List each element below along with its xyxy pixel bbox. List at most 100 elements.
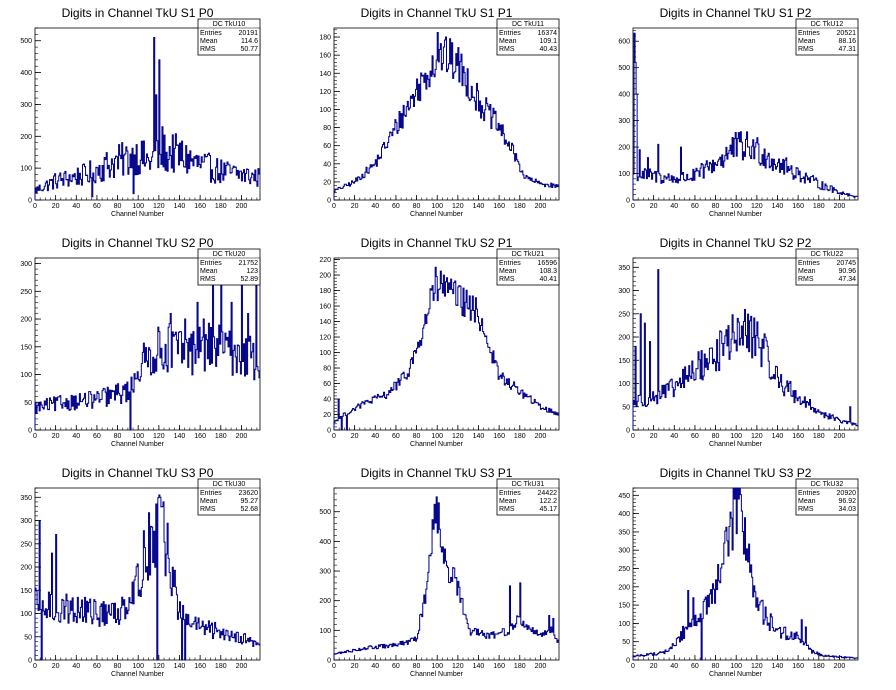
stats-rms-label: RMS <box>798 506 814 513</box>
y-tick-label: 300 <box>618 288 630 295</box>
x-tick-label: 100 <box>431 663 443 670</box>
stats-mean-value: 90.96 <box>838 268 856 275</box>
x-axis-label: Channel Number <box>111 441 165 448</box>
stats-mean-label: Mean <box>200 268 218 275</box>
x-axis-label: Channel Number <box>111 671 165 678</box>
histogram-line <box>34 37 260 200</box>
x-tick-label: 60 <box>93 663 101 670</box>
histogram-line <box>333 496 559 660</box>
y-tick-label: 600 <box>618 39 630 46</box>
y-tick-label: 100 <box>618 621 630 628</box>
x-tick-label: 0 <box>33 433 37 440</box>
x-tick-label: 200 <box>236 663 248 670</box>
stats-name: DC TkU20 <box>213 251 246 258</box>
y-tick-label: 200 <box>618 335 630 342</box>
stats-rms-value: 45.17 <box>539 506 557 513</box>
stats-box: DC TkU31 Entries 24422 Mean 122.2 RMS 45.17 <box>496 478 560 516</box>
x-tick-label: 40 <box>670 433 678 440</box>
y-tick-label: 120 <box>319 335 331 342</box>
y-tick-label: 250 <box>618 311 630 318</box>
y-tick-label: 450 <box>618 493 630 500</box>
stats-name: DC TkU12 <box>811 21 844 28</box>
stats-rms-value: 40.43 <box>539 46 557 53</box>
stats-box-frame <box>496 478 560 516</box>
x-tick-label: 180 <box>813 203 825 210</box>
stats-rms-value: 47.34 <box>838 276 856 283</box>
y-tick-label: 300 <box>618 118 630 125</box>
y-tick-label: 150 <box>20 588 32 595</box>
stats-mean-value: 114.6 <box>241 38 258 45</box>
x-tick-label: 160 <box>194 433 206 440</box>
y-tick-label: 400 <box>618 92 630 99</box>
stats-box-frame <box>496 18 560 56</box>
y-tick-label: 0 <box>327 428 331 435</box>
y-tick-label: 40 <box>323 397 331 404</box>
y-tick-label: 220 <box>319 257 331 264</box>
stats-mean-label: Mean <box>499 498 517 505</box>
y-tick-label: 50 <box>24 400 32 407</box>
x-tick-label: 60 <box>392 203 400 210</box>
y-tick-label: 120 <box>319 89 331 96</box>
stats-rms-label: RMS <box>200 276 216 283</box>
y-tick-label: 100 <box>618 381 630 388</box>
stats-mean-label: Mean <box>200 38 218 45</box>
x-tick-label: 80 <box>413 203 421 210</box>
stats-mean-label: Mean <box>499 38 517 45</box>
y-tick-label: 100 <box>319 107 331 114</box>
x-tick-label: 120 <box>153 203 165 210</box>
stats-entries-label: Entries <box>200 260 222 267</box>
stats-box: DC TkU32 Entries 20920 Mean 96.92 RMS 34.03 <box>795 478 859 516</box>
histogram-panel-3: Digits in Channel TkU S1 P2 0 20 40 60 80 100 1… <box>618 6 859 218</box>
stats-rms-label: RMS <box>499 46 515 53</box>
stats-box-frame <box>795 18 859 56</box>
histogram-line <box>34 494 260 661</box>
y-tick-label: 100 <box>20 166 32 173</box>
y-tick-label: 200 <box>20 565 32 572</box>
stats-entries-label: Entries <box>499 260 521 267</box>
x-tick-label: 120 <box>751 203 763 210</box>
stats-entries-value: 16596 <box>538 260 558 267</box>
x-tick-label: 80 <box>114 203 122 210</box>
plot-frame <box>333 487 560 661</box>
stats-entries-value: 24422 <box>538 490 558 497</box>
plot-frame <box>333 27 560 201</box>
histogram-panel-4: Digits in Channel TkU S2 P0 0 20 40 60 80 100 1… <box>20 236 261 448</box>
x-tick-label: 120 <box>153 663 165 670</box>
y-tick-label: 200 <box>618 145 630 152</box>
y-tick-label: 0 <box>327 658 331 665</box>
x-tick-label: 140 <box>473 663 485 670</box>
y-tick-label: 200 <box>319 273 331 280</box>
stats-box: DC TkU11 Entries 16374 Mean 109.1 RMS 40.43 <box>496 18 560 56</box>
stats-name: DC TkU10 <box>213 21 246 28</box>
x-tick-label: 160 <box>493 203 505 210</box>
stats-rms-label: RMS <box>499 276 515 283</box>
y-tick-label: 50 <box>24 634 32 641</box>
stats-mean-label: Mean <box>798 268 816 275</box>
y-tick-label: 200 <box>319 598 331 605</box>
y-tick-label: 150 <box>20 344 32 351</box>
y-tick-label: 350 <box>618 265 630 272</box>
histogram-line <box>632 487 858 661</box>
y-tick-label: 350 <box>20 495 32 502</box>
x-tick-label: 20 <box>650 203 658 210</box>
y-tick-label: 500 <box>20 38 32 45</box>
stats-box-frame <box>197 478 261 516</box>
histogram-line <box>333 32 559 200</box>
stats-box: DC TkU12 Entries 20521 Mean 88.16 RMS 47.31 <box>795 18 859 56</box>
x-tick-label: 200 <box>535 663 547 670</box>
y-tick-label: 350 <box>618 529 630 536</box>
y-tick-label: 0 <box>28 428 32 435</box>
x-tick-label: 20 <box>650 433 658 440</box>
x-tick-label: 40 <box>670 663 678 670</box>
y-tick-label: 250 <box>20 541 32 548</box>
y-tick-label: 50 <box>622 404 630 411</box>
x-tick-label: 140 <box>772 663 784 670</box>
x-tick-label: 120 <box>751 663 763 670</box>
y-tick-label: 250 <box>618 566 630 573</box>
x-tick-label: 200 <box>236 433 248 440</box>
x-tick-label: 40 <box>72 433 80 440</box>
stats-name: DC TkU21 <box>512 251 545 258</box>
x-tick-label: 60 <box>93 433 101 440</box>
y-tick-label: 0 <box>327 198 331 205</box>
x-tick-label: 180 <box>215 663 227 670</box>
